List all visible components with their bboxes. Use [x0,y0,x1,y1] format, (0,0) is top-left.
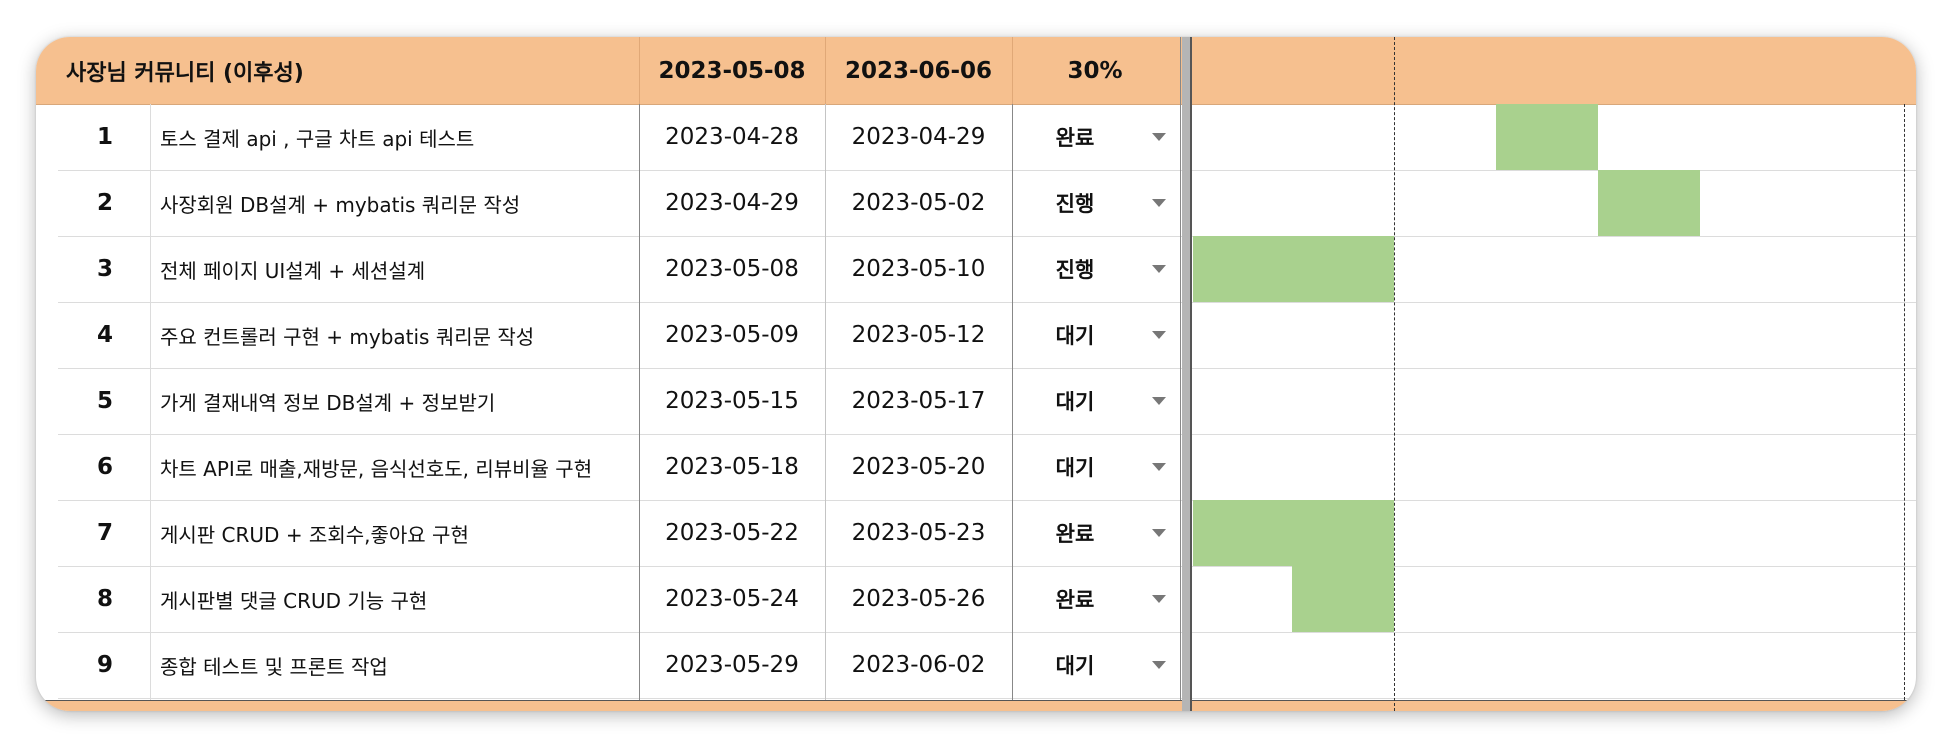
task-number[interactable]: 9 [96,652,113,678]
status-dropdown[interactable]: 대기 [1012,302,1182,368]
table-row: 7 게시판 CRUD + 조회수,좋아요 구현 2023-05-22 2023-05-… [58,500,1916,567]
task-number[interactable]: 7 [96,520,113,546]
dropdown-arrow-icon[interactable] [1152,397,1166,405]
header-band [36,37,1916,105]
task-end-date[interactable]: 2023-06-02 [851,652,986,678]
gantt-bar [1292,566,1394,632]
date-marker-line [1904,104,1905,700]
task-end-date[interactable]: 2023-05-23 [851,520,986,546]
task-end-date[interactable]: 2023-05-12 [851,322,986,348]
column-divider [639,104,640,700]
status-value: 대기 [1055,324,1095,348]
task-number[interactable]: 3 [96,256,113,282]
status-dropdown[interactable]: 대기 [1012,368,1182,434]
status-value: 대기 [1055,456,1095,480]
table-row: 3 전체 페이지 UI설계 + 세션설계 2023-05-08 2023-05-10 진… [58,236,1916,303]
dropdown-arrow-icon[interactable] [1152,331,1166,339]
table-row: 5 가게 결재내역 정보 DB설계 + 정보받기 2023-05-15 2023-05… [58,368,1916,435]
table-row: 1 토스 결제 api , 구글 차트 api 테스트 2023-04-28 2023… [58,104,1916,171]
status-value: 진행 [1055,258,1095,282]
task-number[interactable]: 2 [96,190,113,216]
task-number[interactable]: 4 [96,322,113,348]
gantt-bar [1193,236,1394,302]
task-start-date[interactable]: 2023-05-08 [665,256,799,282]
task-start-date[interactable]: 2023-05-09 [665,322,799,348]
task-name[interactable]: 게시판 CRUD + 조회수,좋아요 구현 [160,522,469,547]
task-start-date[interactable]: 2023-05-29 [665,652,799,678]
status-dropdown[interactable]: 진행 [1012,236,1182,302]
task-name[interactable]: 종합 테스트 및 프론트 작업 [160,654,388,679]
header-divider [825,37,826,104]
header-divider [639,37,640,104]
task-number[interactable]: 5 [96,388,113,414]
gantt-bar [1598,170,1700,236]
task-name[interactable]: 주요 컨트롤러 구현 + mybatis 쿼리문 작성 [160,324,535,349]
status-value: 완료 [1055,522,1095,546]
task-name[interactable]: 토스 결제 api , 구글 차트 api 테스트 [160,126,475,151]
dropdown-arrow-icon[interactable] [1152,595,1166,603]
dropdown-arrow-icon[interactable] [1152,199,1166,207]
table-row: 4 주요 컨트롤러 구현 + mybatis 쿼리문 작성 2023-05-09 20… [58,302,1916,369]
gantt-sheet: 사장님 커뮤니티 (이후성) 2023-05-08 2023-06-06 30%… [36,37,1916,711]
frozen-pane-separator[interactable] [1182,37,1190,711]
frozen-pane-edge [1190,37,1192,711]
status-dropdown[interactable]: 진행 [1012,170,1182,236]
table-row: 2 사장회원 DB설계 + mybatis 쿼리문 작성 2023-04-29 202… [58,170,1916,237]
task-name[interactable]: 가게 결재내역 정보 DB설계 + 정보받기 [160,390,496,415]
task-start-date[interactable]: 2023-05-24 [665,586,799,612]
table-row: 8 게시판별 댓글 CRUD 기능 구현 2023-05-24 2023-05-26 완… [58,566,1916,633]
project-end-date[interactable]: 2023-06-06 [844,57,993,84]
column-divider [1180,104,1181,700]
task-start-date[interactable]: 2023-05-18 [665,454,799,480]
dropdown-arrow-icon[interactable] [1152,661,1166,669]
header-divider [1012,37,1013,104]
dropdown-arrow-icon[interactable] [1152,133,1166,141]
status-dropdown[interactable]: 대기 [1012,632,1182,698]
project-progress[interactable]: 30% [1067,57,1123,84]
task-end-date[interactable]: 2023-05-17 [851,388,986,414]
status-value: 대기 [1055,654,1095,678]
status-dropdown[interactable]: 대기 [1012,434,1182,500]
task-end-date[interactable]: 2023-04-29 [851,124,986,150]
table-row: 6 차트 API로 매출,재방문, 음식선호도, 리뷰비율 구현 2023-05-1… [58,434,1916,501]
task-start-date[interactable]: 2023-05-22 [665,520,799,546]
task-number[interactable]: 6 [96,454,113,480]
date-marker-line [1394,37,1395,711]
status-value: 완료 [1055,588,1095,612]
task-name[interactable]: 게시판별 댓글 CRUD 기능 구현 [160,588,428,613]
task-number[interactable]: 1 [96,124,113,150]
task-start-date[interactable]: 2023-04-28 [665,124,799,150]
task-end-date[interactable]: 2023-05-10 [851,256,986,282]
column-divider [1012,104,1013,700]
project-start-date[interactable]: 2023-05-08 [658,57,806,84]
gantt-bar [1496,104,1598,170]
task-end-date[interactable]: 2023-05-26 [851,586,986,612]
table-row: 9 종합 테스트 및 프론트 작업 2023-05-29 2023-06-02 대기 [58,632,1916,699]
task-name[interactable]: 차트 API로 매출,재방문, 음식선호도, 리뷰비율 구현 [160,456,593,481]
task-name[interactable]: 사장회원 DB설계 + mybatis 쿼리문 작성 [160,192,521,217]
dropdown-arrow-icon[interactable] [1152,529,1166,537]
dropdown-arrow-icon[interactable] [1152,265,1166,273]
status-value: 완료 [1055,126,1095,150]
task-start-date[interactable]: 2023-04-29 [665,190,799,216]
task-number[interactable]: 8 [96,586,113,612]
gantt-bar [1193,500,1394,566]
dropdown-arrow-icon[interactable] [1152,463,1166,471]
status-dropdown[interactable]: 완료 [1012,104,1182,170]
task-end-date[interactable]: 2023-05-20 [851,454,986,480]
task-name[interactable]: 전체 페이지 UI설계 + 세션설계 [160,258,426,283]
status-dropdown[interactable]: 완료 [1012,566,1182,632]
project-title[interactable]: 사장님 커뮤니티 (이후성) [66,60,304,86]
status-value: 대기 [1055,390,1095,414]
column-divider [1180,37,1181,104]
status-dropdown[interactable]: 완료 [1012,500,1182,566]
column-divider [825,104,826,700]
footer-band [36,700,1916,711]
column-divider [150,104,151,700]
task-start-date[interactable]: 2023-05-15 [665,388,799,414]
status-value: 진행 [1055,192,1095,216]
task-end-date[interactable]: 2023-05-02 [851,190,986,216]
